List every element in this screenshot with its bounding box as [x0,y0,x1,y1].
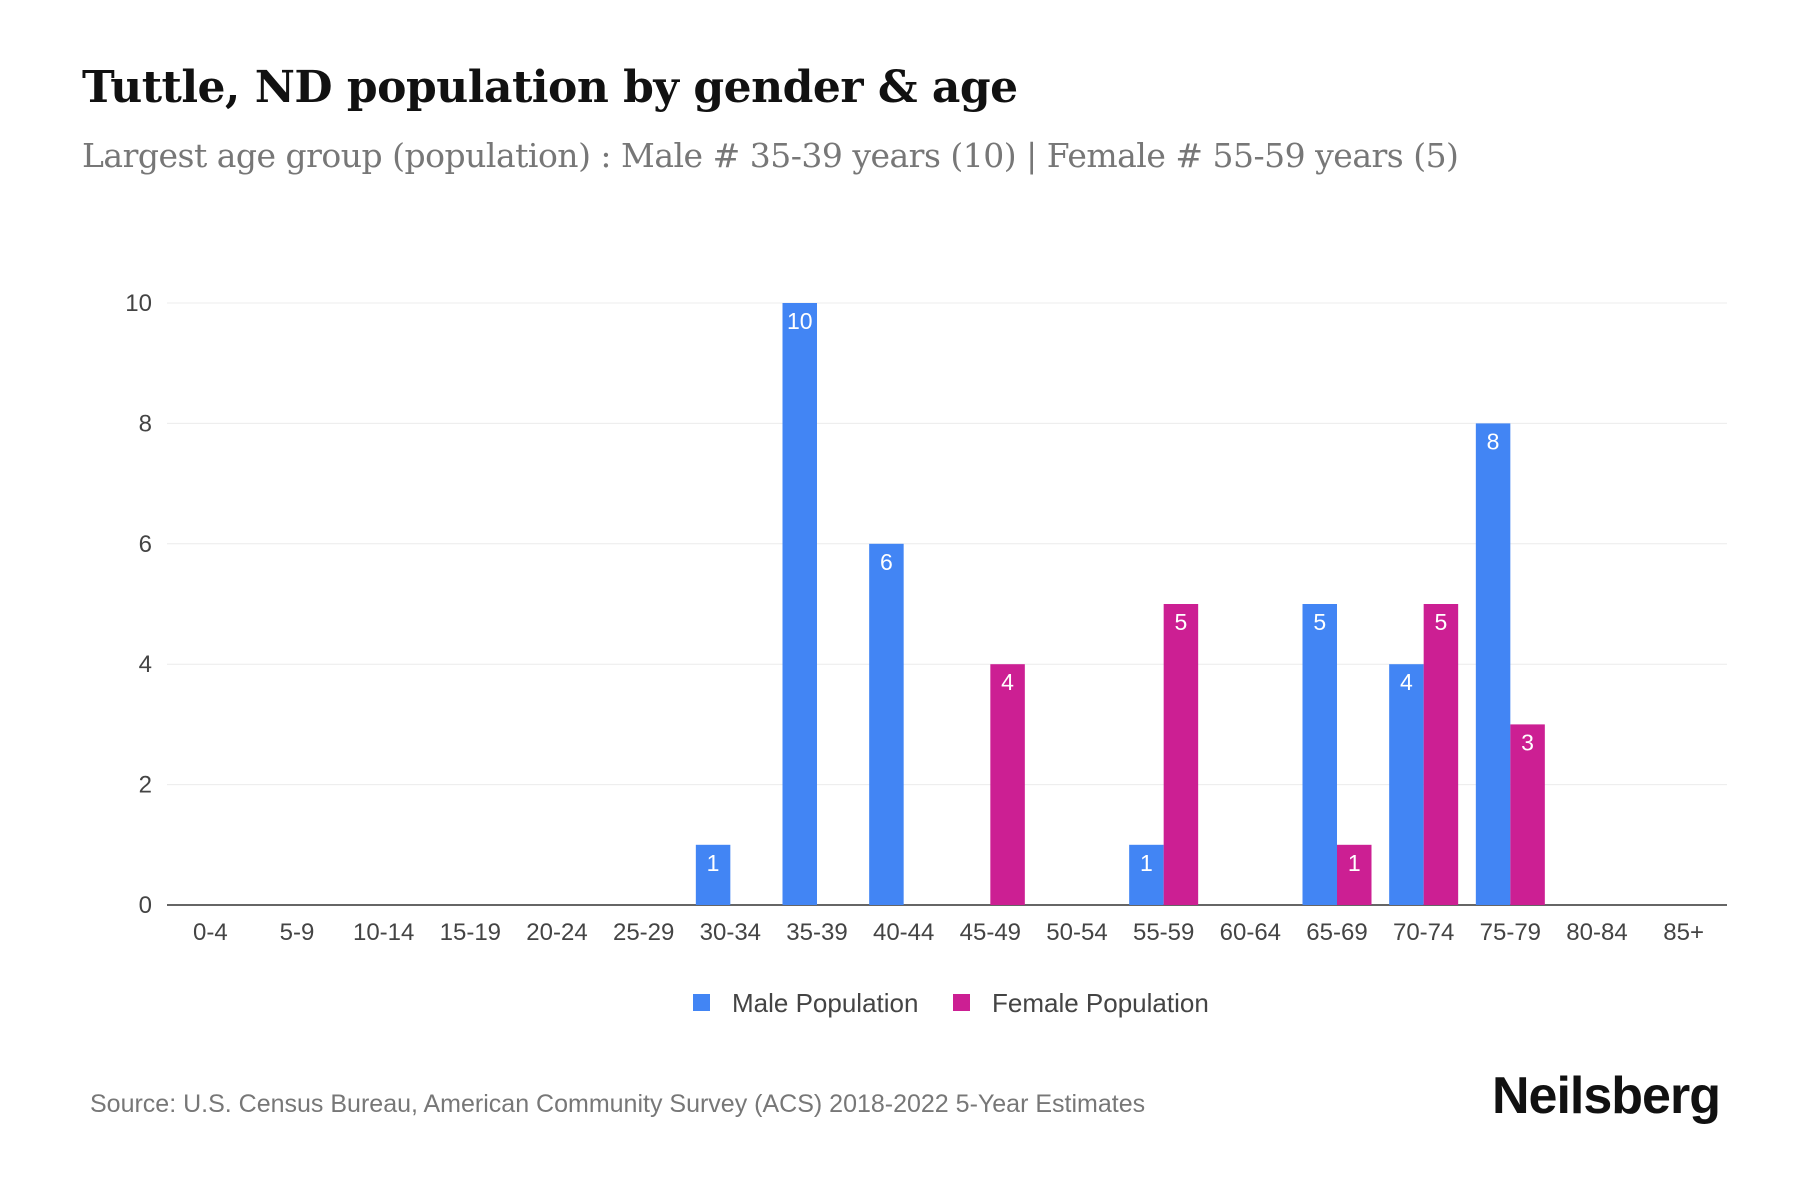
data-label: 1 [707,850,720,876]
female-bar [1163,604,1199,905]
legend-label: Male Population [732,988,918,1018]
x-tick-label: 60-64 [1220,919,1281,946]
female-bar [1510,724,1545,905]
male-bar [869,543,904,905]
x-tick-label: 45-49 [960,919,1021,946]
male-bar [1302,604,1337,905]
data-label: 10 [787,308,813,334]
chart-title: Tuttle, ND population by gender & age [82,62,1018,113]
x-tick-label: 85+ [1663,919,1704,946]
male-bar [1475,423,1511,905]
x-tick-label: 5-9 [280,919,315,946]
data-label: 1 [1140,850,1153,876]
data-label: 4 [1001,669,1014,695]
data-label: 6 [880,549,893,575]
x-tick-label: 40-44 [873,919,934,946]
y-tick-label: 4 [139,651,152,678]
x-tick-label: 70-74 [1393,919,1454,946]
data-label: 4 [1400,669,1413,695]
male-bar [1129,844,1164,905]
x-tick-label: 55-59 [1133,919,1194,946]
x-tick-label: 75-79 [1480,919,1541,946]
y-tick-label: 0 [139,892,152,919]
x-tick-label: 80-84 [1566,919,1627,946]
source-note: Source: U.S. Census Bureau, American Com… [90,1090,1146,1118]
x-tick-label: 20-24 [526,919,587,946]
data-label: 8 [1487,428,1500,454]
female-bar [1423,604,1459,905]
x-tick-label: 15-19 [440,919,501,946]
y-tick-label: 8 [139,410,152,437]
x-tick-label: 50-54 [1046,919,1107,946]
x-tick-label: 0-4 [193,919,228,946]
x-tick-label: 65-69 [1306,919,1367,946]
male-bar [782,303,817,905]
data-label: 5 [1313,609,1326,635]
legend-swatch [693,994,710,1011]
x-tick-label: 10-14 [353,919,414,946]
y-tick-label: 10 [125,290,152,317]
female-bar [1337,844,1372,905]
y-tick-label: 2 [139,772,152,799]
male-bar [695,844,731,905]
chart-subtitle: Largest age group (population) : Male # … [82,136,1459,175]
female-bar [990,664,1025,905]
y-tick-label: 6 [139,531,152,558]
data-label: 1 [1348,850,1361,876]
data-label: 3 [1521,729,1534,755]
x-tick-label: 30-34 [700,919,761,946]
x-tick-label: 25-29 [613,919,674,946]
neilsberg-logo: Neilsberg [1492,1067,1721,1125]
legend-label: Female Population [992,988,1209,1018]
legend-swatch [953,994,970,1011]
x-tick-label: 35-39 [786,919,847,946]
male-bar [1389,664,1424,905]
data-label: 5 [1175,609,1188,635]
data-label: 5 [1435,609,1448,635]
